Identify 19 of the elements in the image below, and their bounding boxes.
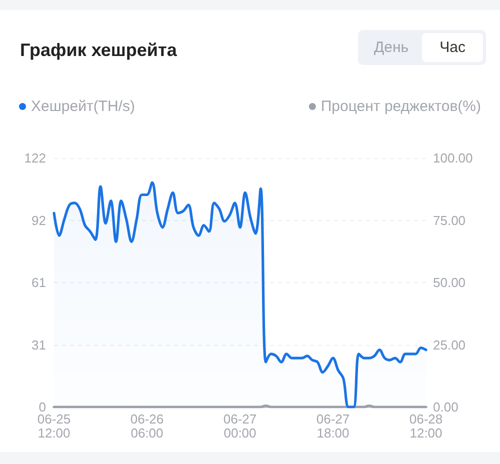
x-tick-label: 06-27 00:00 xyxy=(223,412,257,440)
y-tick-label: 61 xyxy=(32,275,46,290)
y2-tick-label: 100.00 xyxy=(433,150,473,166)
x-tick-label: 06-27 18:00 xyxy=(316,412,350,440)
x-tick-label: 06-25 12:00 xyxy=(37,412,71,440)
x-tick-label: 06-26 06:00 xyxy=(130,412,164,440)
y2-tick-label: 75.00 xyxy=(433,212,466,228)
y-tick-label: 0 xyxy=(38,400,46,414)
toggle-button[interactable]: Час xyxy=(422,33,484,62)
legend-label: Хешрейт(TH/s) xyxy=(31,98,135,115)
y-tick-label: 92 xyxy=(32,212,46,228)
y2-tick-label: 25.00 xyxy=(433,337,466,352)
y2-tick-label: 0.00 xyxy=(433,400,458,414)
y2-tick-label: 50.00 xyxy=(433,275,466,290)
y-tick-label: 31 xyxy=(32,337,46,352)
y-tick-label: 122 xyxy=(24,150,46,166)
legend-label: Процент реджектов(%) xyxy=(320,98,482,115)
chart-title: График хешрейта xyxy=(20,40,178,60)
x-tick-label: 06-28 12:00 xyxy=(409,412,443,440)
